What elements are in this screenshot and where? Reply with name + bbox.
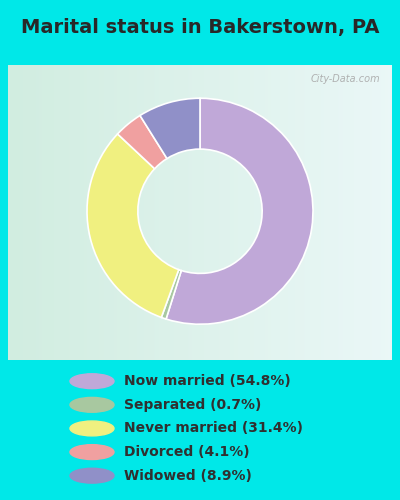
Wedge shape: [140, 98, 200, 158]
Text: Separated (0.7%): Separated (0.7%): [124, 398, 261, 412]
Text: Marital status in Bakerstown, PA: Marital status in Bakerstown, PA: [21, 18, 379, 36]
Circle shape: [70, 444, 114, 460]
Circle shape: [70, 468, 114, 483]
Circle shape: [70, 398, 114, 412]
Circle shape: [70, 374, 114, 388]
Wedge shape: [166, 98, 313, 324]
Text: City-Data.com: City-Data.com: [311, 74, 380, 84]
Text: Never married (31.4%): Never married (31.4%): [124, 422, 303, 436]
Wedge shape: [161, 270, 181, 319]
Wedge shape: [118, 116, 167, 168]
Wedge shape: [87, 134, 179, 318]
Text: Now married (54.8%): Now married (54.8%): [124, 374, 291, 388]
Text: Widowed (8.9%): Widowed (8.9%): [124, 468, 252, 482]
Text: Divorced (4.1%): Divorced (4.1%): [124, 445, 250, 459]
Circle shape: [70, 421, 114, 436]
